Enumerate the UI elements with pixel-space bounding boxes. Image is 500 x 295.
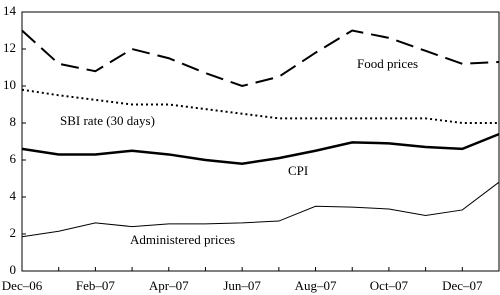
y-tick-label: 8 [10,114,17,129]
y-tick-label: 0 [10,262,17,277]
x-tick-label: Aug–07 [295,278,337,293]
series-line [21,181,500,238]
series-label: Food prices [357,56,418,71]
y-tick-label: 4 [10,188,17,203]
series-label: CPI [288,163,308,178]
series-label: Administered prices [130,232,235,247]
y-tick-label: 14 [3,3,17,18]
x-tick-label: Apr–07 [149,278,189,293]
x-tick-label: Jun–07 [223,278,261,293]
series-label: SBI rate (30 days) [60,113,155,128]
series-line [21,88,499,124]
y-tick-label: 6 [10,151,17,166]
y-tick-label: 2 [10,225,17,240]
x-tick-label: Dec–06 [2,278,43,293]
x-tick-label: Dec–07 [442,278,483,293]
series-line [21,29,500,88]
y-tick-label: 10 [3,77,16,92]
plot-frame [21,11,500,272]
y-tick-label: 12 [3,40,16,55]
x-tick-label: Oct–07 [370,278,409,293]
series-line [21,132,500,165]
x-tick-label: Feb–07 [76,278,116,293]
